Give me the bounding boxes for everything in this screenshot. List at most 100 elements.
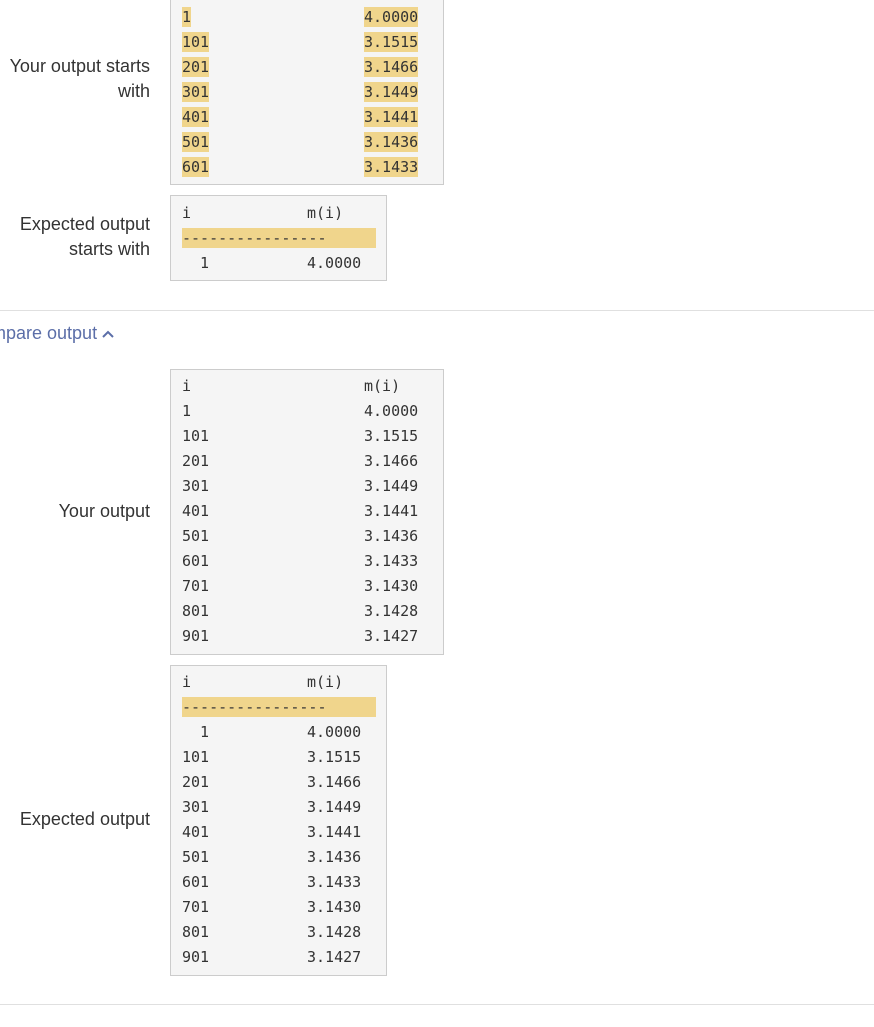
- table-row: 301 3.1449: [171, 82, 443, 102]
- cell-i: 301: [182, 82, 210, 102]
- cell-m: 3.1449: [307, 798, 362, 816]
- cell-m: 3.1515: [364, 32, 419, 52]
- header-i: i: [182, 377, 192, 395]
- table-row: 401 3.1441: [171, 822, 386, 842]
- table-row: 401 3.1441: [171, 501, 443, 521]
- cell-i: 901: [182, 948, 210, 966]
- cell-m: 3.1466: [364, 452, 419, 470]
- cell-i: 1: [182, 254, 210, 272]
- cell-m: 3.1441: [364, 502, 419, 520]
- table-row: 501 3.1436: [171, 132, 443, 152]
- expected-output-box: i m(i) ---------------- 1 4.0000 101 3.1…: [170, 665, 387, 976]
- table-row: 201 3.1466: [171, 772, 386, 792]
- cell-m: 3.1449: [364, 477, 419, 495]
- cell-i: 101: [182, 427, 210, 445]
- table-row: 501 3.1436: [171, 526, 443, 546]
- cell-i: 601: [182, 552, 210, 570]
- dash-row: ----------------: [171, 697, 386, 717]
- table-row: 101 3.1515: [171, 426, 443, 446]
- compare-output-toggle[interactable]: mpare output: [0, 321, 115, 346]
- cell-i: 801: [182, 923, 210, 941]
- cell-m: 3.1466: [307, 773, 362, 791]
- divider: [0, 1004, 874, 1005]
- expected-output-starts-with-label: Expected output starts with: [19, 214, 150, 259]
- cell-i: 501: [182, 848, 210, 866]
- expected-output-starts-box: i m(i) ---------------- 1 4.0000: [170, 195, 387, 281]
- your-output-starts-with-label: Your output starts with: [9, 56, 150, 101]
- table-row: 601 3.1433: [171, 157, 443, 177]
- your-output-label: Your output: [58, 501, 150, 521]
- table-header: i m(i): [171, 203, 386, 223]
- cell-i: 501: [182, 132, 210, 152]
- table-row: 101 3.1515: [171, 32, 443, 52]
- table-row: 201 3.1466: [171, 451, 443, 471]
- cell-i: 501: [182, 527, 210, 545]
- table-row: 901 3.1427: [171, 947, 386, 967]
- table-row: 1 4.0000: [171, 253, 386, 273]
- table-row: 101 3.1515: [171, 747, 386, 767]
- cell-i: 601: [182, 873, 210, 891]
- cell-m: 3.1441: [364, 107, 419, 127]
- your-output-box: i m(i) 1 4.0000 101 3.1515 201 3.1466 30…: [170, 369, 444, 655]
- cell-i: 601: [182, 157, 210, 177]
- cell-m: 3.1430: [307, 898, 362, 916]
- cell-i: 201: [182, 773, 210, 791]
- cell-i: 401: [182, 107, 210, 127]
- cell-m: 3.1436: [364, 527, 419, 545]
- table-row: 301 3.1449: [171, 476, 443, 496]
- cell-i: 701: [182, 898, 210, 916]
- header-i: i: [182, 204, 192, 222]
- cell-m: 4.0000: [364, 7, 419, 27]
- cell-i: 201: [182, 452, 210, 470]
- cell-i: 1: [182, 7, 192, 27]
- cell-m: 3.1427: [364, 627, 419, 645]
- cell-m: 3.1515: [307, 748, 362, 766]
- cell-m: 3.1427: [307, 948, 362, 966]
- table-row: 701 3.1430: [171, 897, 386, 917]
- cell-i: 701: [182, 577, 210, 595]
- table-row: 1 4.0000: [171, 401, 443, 421]
- cell-m: 3.1441: [307, 823, 362, 841]
- header-m: m(i): [307, 204, 344, 222]
- cell-m: 3.1433: [364, 157, 419, 177]
- cell-i: 401: [182, 823, 210, 841]
- cell-i: 301: [182, 477, 210, 495]
- cell-i: 401: [182, 502, 210, 520]
- cell-i: 301: [182, 798, 210, 816]
- header-i: i: [182, 673, 192, 691]
- dash-row: ----------------: [171, 228, 386, 248]
- table-header: i m(i): [171, 672, 386, 692]
- cell-m: 3.1428: [364, 602, 419, 620]
- table-row: 801 3.1428: [171, 601, 443, 621]
- cell-m: 4.0000: [364, 402, 419, 420]
- table-row: 701 3.1430: [171, 576, 443, 596]
- table-row: 1 4.0000: [171, 722, 386, 742]
- cell-m: 3.1466: [364, 57, 419, 77]
- cell-m: 3.1433: [364, 552, 419, 570]
- your-output-starts-box: 1 4.0000 101 3.1515 201 3.1466 301 3.144…: [170, 0, 444, 185]
- table-row: 901 3.1427: [171, 626, 443, 646]
- table-row: 601 3.1433: [171, 872, 386, 892]
- cell-i: 801: [182, 602, 210, 620]
- cell-m: 3.1428: [307, 923, 362, 941]
- header-m: m(i): [364, 377, 401, 395]
- cell-i: 201: [182, 57, 210, 77]
- table-row: 501 3.1436: [171, 847, 386, 867]
- cell-m: 3.1436: [307, 848, 362, 866]
- cell-m: 3.1436: [364, 132, 419, 152]
- cell-m: 3.1515: [364, 427, 419, 445]
- expected-output-label: Expected output: [19, 809, 150, 829]
- table-row: 1 4.0000: [171, 7, 443, 27]
- dash-line: ----------------: [182, 228, 376, 248]
- dash-line: ----------------: [182, 697, 376, 717]
- table-row: 401 3.1441: [171, 107, 443, 127]
- cell-m: 3.1433: [307, 873, 362, 891]
- table-row: 301 3.1449: [171, 797, 386, 817]
- cell-i: 1: [182, 402, 192, 420]
- table-header: i m(i): [171, 376, 443, 396]
- cell-i: 901: [182, 627, 210, 645]
- cell-m: 3.1430: [364, 577, 419, 595]
- divider: [0, 310, 874, 311]
- cell-m: 4.0000: [307, 723, 362, 741]
- cell-i: 101: [182, 32, 210, 52]
